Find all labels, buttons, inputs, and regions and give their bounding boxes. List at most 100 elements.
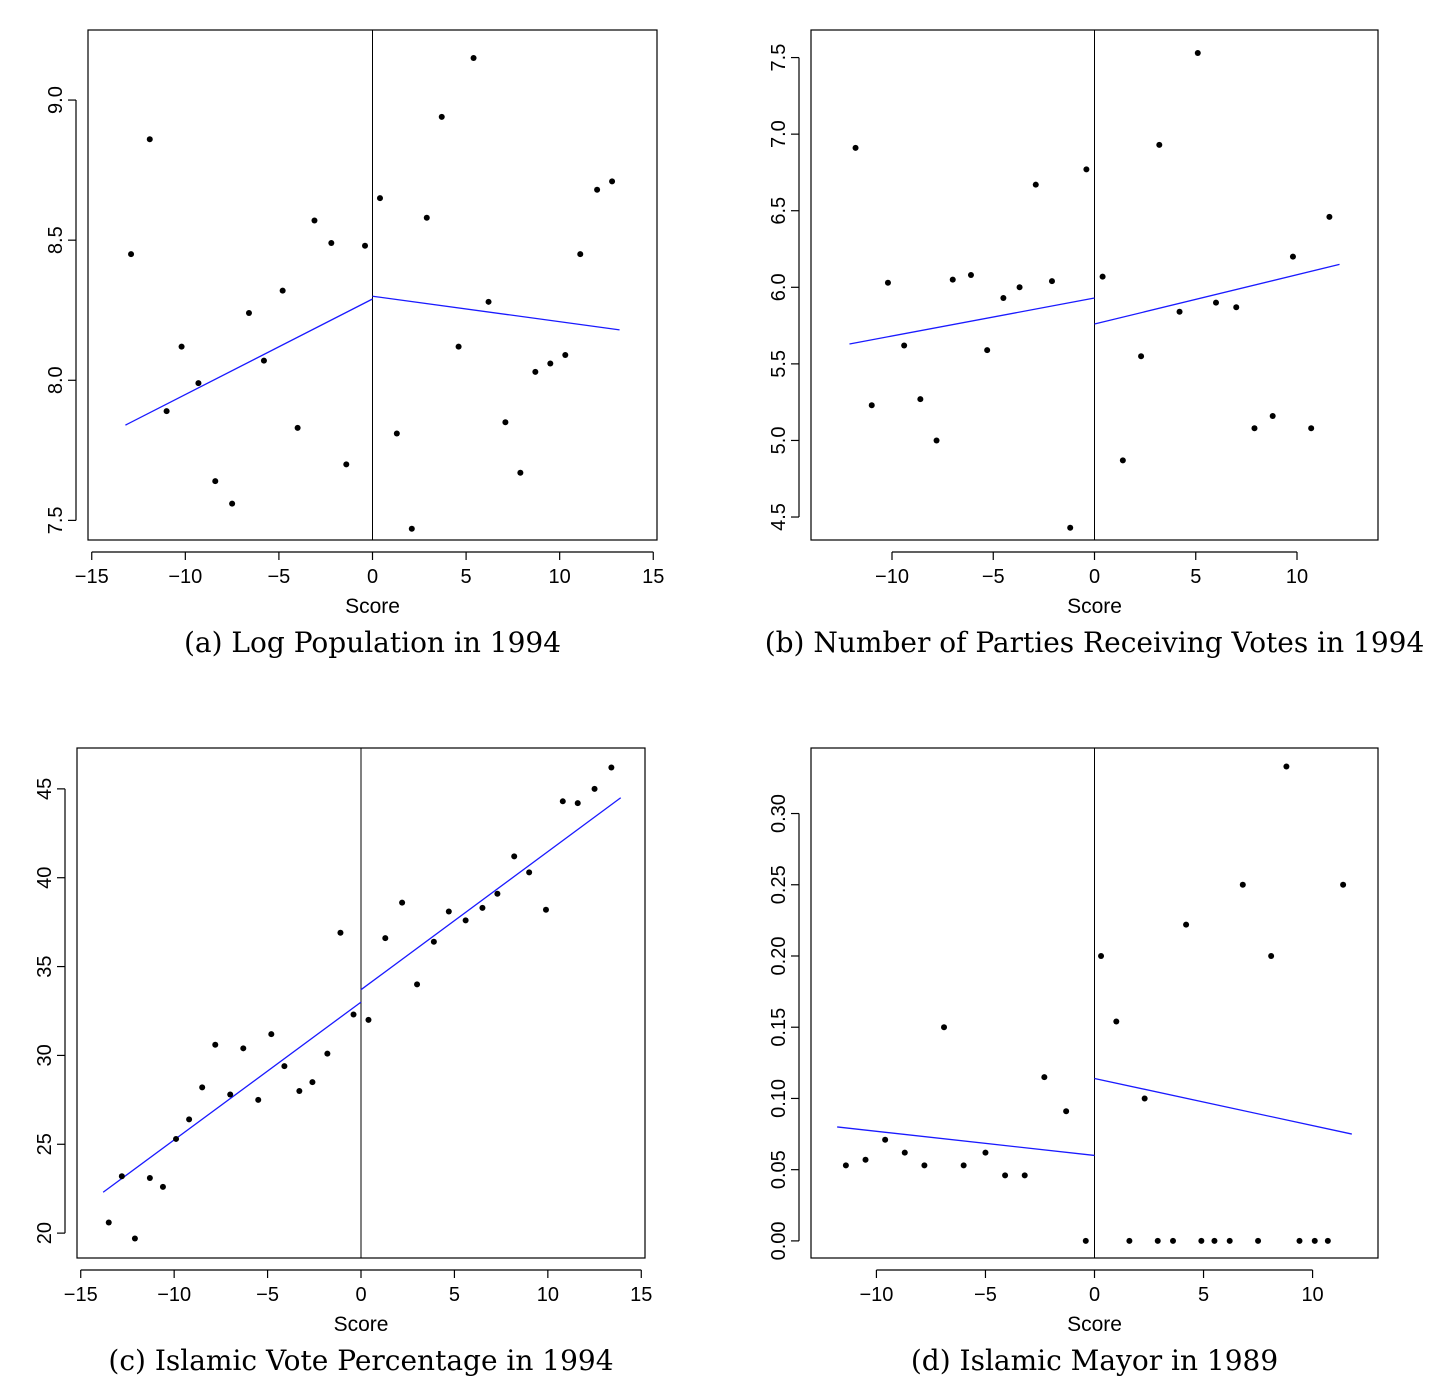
data-point <box>933 437 940 444</box>
y-tick-label: 30 <box>34 1044 56 1066</box>
data-point <box>862 1156 869 1163</box>
x-tick-label: 15 <box>630 1284 652 1306</box>
data-point <box>438 113 445 120</box>
y-tick-label: 6.5 <box>768 197 790 225</box>
x-tick-label: −15 <box>75 566 109 588</box>
data-point <box>382 935 389 942</box>
data-point <box>1283 763 1290 770</box>
fit-line <box>125 298 373 426</box>
data-point <box>1141 1095 1148 1102</box>
data-point <box>842 1162 849 1169</box>
data-point <box>146 1175 153 1182</box>
data-point <box>470 55 477 62</box>
y-tick-label: 6.0 <box>768 273 790 301</box>
data-point <box>479 904 486 911</box>
x-tick-label: −5 <box>256 1284 279 1306</box>
x-tick-label: 0 <box>1089 566 1100 588</box>
y-tick-label: 0.25 <box>768 865 790 904</box>
data-point <box>311 217 318 224</box>
y-tick-label: 0.20 <box>768 937 790 976</box>
data-point <box>1326 213 1333 220</box>
data-point <box>199 1084 206 1091</box>
data-point <box>362 242 369 249</box>
x-tick-label: −5 <box>974 1284 997 1306</box>
data-point <box>1126 1237 1133 1244</box>
data-point <box>542 906 549 913</box>
x-tick-label: 5 <box>1198 1284 1209 1306</box>
x-tick-label: 15 <box>642 566 664 588</box>
y-tick-label: 40 <box>34 867 56 889</box>
data-point <box>1296 1237 1303 1244</box>
data-point <box>502 419 509 426</box>
data-point <box>281 1063 288 1070</box>
data-point <box>949 276 956 283</box>
data-point <box>594 186 601 193</box>
panel-d: −10 −5 0 5 10 0.00 0.05 0.10 0.15 0.20 0.25 0.30 Sco… <box>768 747 1379 1377</box>
data-point <box>852 144 859 151</box>
y-tick-label: 7.5 <box>45 506 67 534</box>
data-point <box>591 785 598 792</box>
y-tick-label: 45 <box>34 778 56 800</box>
data-point <box>1308 425 1315 432</box>
data-point <box>1000 295 1007 302</box>
data-point <box>163 408 170 415</box>
y-tick-label: 0.00 <box>768 1221 790 1260</box>
data-point <box>1113 1018 1120 1025</box>
data-point <box>868 402 875 409</box>
x-tick-label: 0 <box>1089 1284 1100 1306</box>
data-point <box>131 1235 138 1242</box>
panel-a: −15 −10 −5 0 5 10 15 7.5 8.0 8.5 9.0 Score (a) Log P… <box>45 29 664 659</box>
data-point <box>1002 1172 1009 1179</box>
data-point <box>324 1050 331 1057</box>
y-tick-label: 20 <box>34 1222 56 1244</box>
data-point <box>350 1011 357 1018</box>
data-point <box>393 430 400 437</box>
data-point <box>178 343 185 350</box>
data-point <box>982 1149 989 1156</box>
data-point <box>1226 1237 1233 1244</box>
data-point <box>1194 49 1201 56</box>
y-tick-label: 5.5 <box>768 350 790 378</box>
x-tick-label: 0 <box>355 1284 366 1306</box>
data-point <box>1311 1237 1318 1244</box>
data-point <box>227 1091 234 1098</box>
data-point <box>268 1031 275 1038</box>
data-point <box>577 251 584 258</box>
data-point <box>1269 412 1276 419</box>
data-point <box>296 1087 303 1094</box>
y-tick-label: 8.0 <box>45 366 67 394</box>
y-tick-label: 7.5 <box>768 44 790 72</box>
data-point <box>1063 1108 1070 1115</box>
data-point <box>414 981 421 988</box>
data-point <box>884 279 891 286</box>
data-point <box>1183 921 1190 928</box>
data-point <box>526 869 533 876</box>
data-point <box>1041 1074 1048 1081</box>
x-tick-label: −10 <box>157 1284 191 1306</box>
x-tick-label: −5 <box>982 566 1005 588</box>
data-point <box>984 347 991 354</box>
data-point <box>128 251 135 258</box>
data-point <box>1016 284 1023 291</box>
y-tick-label: 8.5 <box>45 226 67 254</box>
fit-line <box>849 297 1095 345</box>
y-tick-label: 35 <box>34 955 56 977</box>
y-tick-label: 7.0 <box>768 120 790 148</box>
data-point <box>229 500 236 507</box>
data-point <box>967 272 974 279</box>
data-point <box>462 917 469 924</box>
data-point <box>376 195 383 202</box>
data-point <box>1083 166 1090 173</box>
fit-line <box>102 1001 362 1193</box>
x-axis-label: Score <box>1067 595 1122 618</box>
x-tick-label: −10 <box>859 1284 893 1306</box>
data-point <box>1340 881 1347 888</box>
data-point <box>1255 1237 1262 1244</box>
data-point <box>532 368 539 375</box>
fit-line <box>1094 263 1340 325</box>
data-point <box>245 310 252 317</box>
x-tick-label: 5 <box>1190 566 1201 588</box>
data-point <box>901 1149 908 1156</box>
data-point <box>423 214 430 221</box>
data-point <box>1251 425 1258 432</box>
